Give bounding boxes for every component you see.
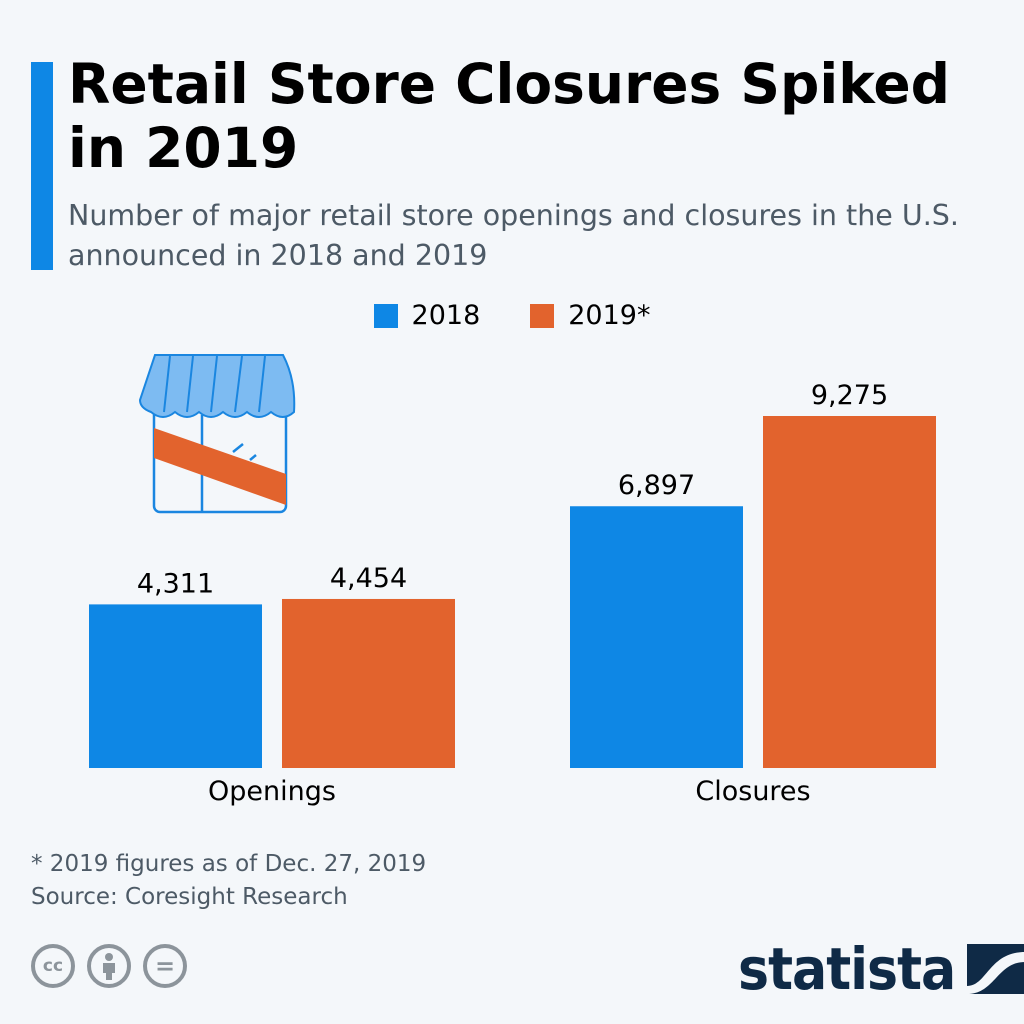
- legend-item-2018: 2018: [373, 300, 481, 331]
- legend-swatch-2018: [373, 303, 398, 328]
- page-subtitle: Number of major retail store openings an…: [68, 199, 959, 272]
- footnote-source: Source: Coresight Research: [31, 884, 348, 910]
- legend-label-2018: 2018: [411, 300, 481, 331]
- no-derivatives-icon[interactable]: =: [143, 944, 187, 988]
- store-closed-icon: [138, 354, 296, 514]
- bar-openings-2019: [282, 598, 455, 768]
- brand-name: statista: [738, 935, 956, 1003]
- category-label: Openings: [208, 776, 336, 807]
- statista-logo-icon: [967, 944, 1024, 994]
- footnote: * 2019 figures as of Dec. 27, 2019 Sourc…: [31, 848, 426, 914]
- title-accent-bar: [31, 62, 53, 270]
- legend: 2018 2019*: [0, 300, 1024, 331]
- legend-swatch-2019: [530, 303, 555, 328]
- bar-openings-2018: [89, 604, 262, 768]
- legend-label-2019: 2019*: [568, 300, 651, 331]
- attribution-icon[interactable]: [87, 944, 131, 988]
- cc-icon[interactable]: cc: [31, 944, 75, 988]
- data-label: 6,897: [618, 470, 695, 501]
- legend-item-2019: 2019*: [530, 300, 650, 331]
- data-label: 9,275: [811, 380, 888, 411]
- bar-closures-2019: [763, 416, 936, 768]
- page-title: Retail Store Closures Spiked in 2019: [68, 52, 950, 180]
- footnote-note: * 2019 figures as of Dec. 27, 2019: [31, 851, 427, 877]
- license-icons: cc =: [31, 944, 187, 988]
- bar-closures-2018: [570, 506, 743, 768]
- statista-logo[interactable]: statista: [738, 935, 1024, 1003]
- data-label: 4,311: [137, 568, 214, 599]
- category-label: Closures: [695, 776, 810, 807]
- data-label: 4,454: [330, 563, 407, 594]
